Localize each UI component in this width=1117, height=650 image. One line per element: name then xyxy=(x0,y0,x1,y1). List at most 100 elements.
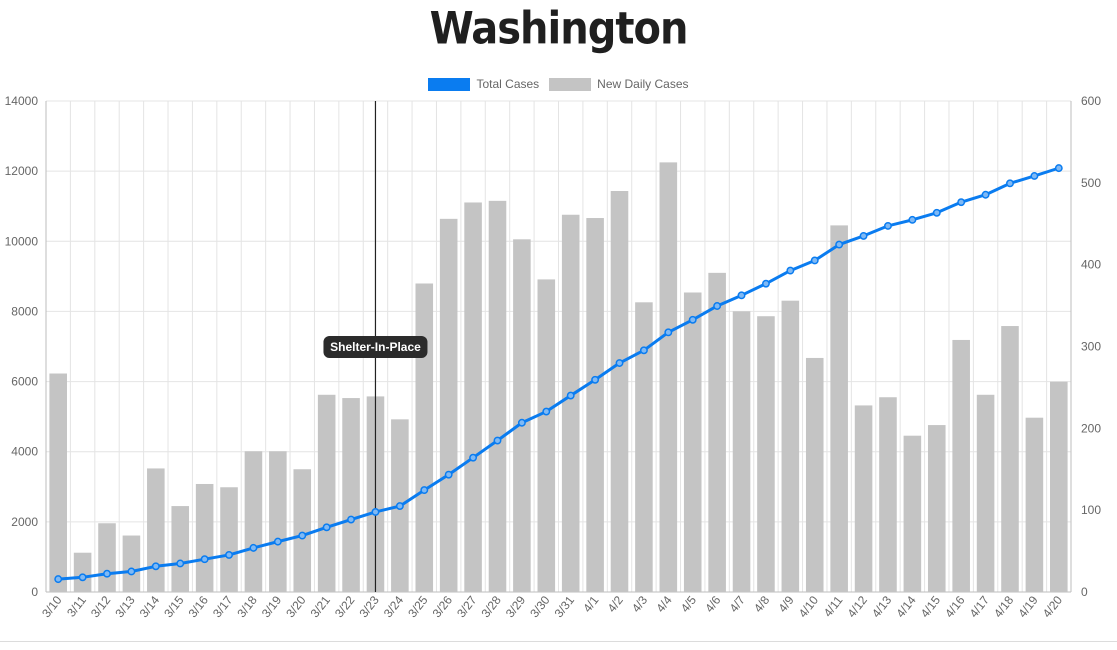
point-total-cases xyxy=(957,198,966,207)
y-left-tick-label: 12000 xyxy=(5,164,39,178)
point-total-cases xyxy=(591,375,600,384)
bar-new-daily-cases xyxy=(244,451,263,592)
y-right-tick-label: 300 xyxy=(1081,340,1101,354)
point-total-cases xyxy=(737,291,746,300)
legend-label-new-daily-cases: New Daily Cases xyxy=(597,77,689,91)
point-total-cases xyxy=(517,418,526,427)
bar-new-daily-cases xyxy=(610,191,629,592)
y-left-tick-label: 14000 xyxy=(5,94,39,108)
y-right-tick-label: 100 xyxy=(1081,503,1101,517)
legend: Total Cases New Daily Cases xyxy=(0,77,1117,91)
bar-new-daily-cases xyxy=(317,394,336,592)
bar-new-daily-cases xyxy=(830,225,848,593)
point-total-cases xyxy=(444,470,453,479)
bar-new-daily-cases xyxy=(537,279,556,592)
point-total-cases xyxy=(835,240,844,249)
bar-new-daily-cases xyxy=(415,283,434,592)
point-total-cases xyxy=(1054,164,1063,173)
bar-new-daily-cases xyxy=(659,162,678,592)
point-total-cases xyxy=(542,407,551,416)
x-tick-label: 3/16 xyxy=(186,593,212,620)
line-total-cases xyxy=(58,166,1060,581)
bar-new-daily-cases xyxy=(98,523,116,592)
point-total-cases xyxy=(884,221,892,230)
legend-item-new-daily-cases[interactable]: New Daily Cases xyxy=(549,77,689,91)
point-total-cases xyxy=(200,555,209,564)
point-total-cases xyxy=(639,346,648,355)
point-total-cases xyxy=(859,231,868,240)
x-tick-label: 3/11 xyxy=(64,593,89,620)
bar-new-daily-cases xyxy=(195,483,214,592)
bar-new-daily-cases xyxy=(439,218,458,592)
bar-new-daily-cases xyxy=(464,202,482,592)
bar-new-daily-cases xyxy=(635,302,653,592)
x-tick-label: 4/12 xyxy=(845,593,871,620)
x-tick-label: 4/15 xyxy=(918,593,944,620)
x-tick-label: 3/31 xyxy=(552,593,578,620)
x-tick-label: 3/18 xyxy=(234,593,260,620)
x-tick-label: 4/13 xyxy=(869,593,895,620)
bar-new-daily-cases xyxy=(220,487,238,592)
point-total-cases xyxy=(932,208,941,217)
legend-swatch-new-daily-cases xyxy=(549,77,592,91)
x-tick-label: 4/6 xyxy=(702,593,724,615)
x-tick-label: 4/18 xyxy=(991,593,1017,620)
point-total-cases xyxy=(981,190,990,199)
x-tick-label: 3/15 xyxy=(161,593,187,620)
bar-new-daily-cases xyxy=(586,218,604,592)
point-total-cases xyxy=(395,502,404,511)
x-tick-label: 4/16 xyxy=(942,593,968,620)
x-tick-label: 4/3 xyxy=(629,593,651,615)
bar-new-daily-cases xyxy=(903,435,922,592)
bar-new-daily-cases xyxy=(708,272,726,592)
bar-new-daily-cases xyxy=(1025,417,1044,592)
legend-item-total-cases[interactable]: Total Cases xyxy=(428,77,539,91)
bar-new-daily-cases xyxy=(49,373,67,592)
bar-new-daily-cases xyxy=(757,316,775,592)
bar-new-daily-cases xyxy=(73,552,92,592)
annotation-label-box xyxy=(323,336,428,358)
bar-new-daily-cases xyxy=(976,394,995,592)
point-total-cases xyxy=(176,559,185,568)
bottom-divider xyxy=(0,641,1117,642)
x-tick-label: 4/10 xyxy=(796,593,822,620)
x-tick-label: 3/27 xyxy=(454,593,480,620)
point-total-cases xyxy=(713,302,722,310)
point-total-cases xyxy=(225,550,233,559)
x-tick-label: 4/2 xyxy=(605,593,627,615)
bar-new-daily-cases xyxy=(683,292,702,592)
bar-new-daily-cases xyxy=(1001,326,1019,592)
point-total-cases xyxy=(469,453,478,462)
point-total-cases xyxy=(103,569,111,578)
y-left-tick-label: 10000 xyxy=(5,234,39,248)
point-total-cases xyxy=(322,523,331,532)
bar-new-daily-cases xyxy=(147,468,165,592)
bar-new-daily-cases xyxy=(879,397,897,592)
y-right-tick-label: 500 xyxy=(1081,176,1101,190)
point-total-cases xyxy=(493,436,502,445)
legend-swatch-total-cases xyxy=(428,77,471,91)
bar-new-daily-cases xyxy=(342,398,360,592)
point-total-cases xyxy=(151,562,160,571)
y-right-tick-label: 600 xyxy=(1081,94,1101,108)
x-tick-label: 3/14 xyxy=(137,593,163,620)
point-total-cases xyxy=(615,359,624,367)
bar-new-daily-cases xyxy=(171,506,190,592)
x-tick-label: 3/21 xyxy=(308,593,334,620)
x-tick-label: 4/4 xyxy=(653,593,675,615)
bar-new-daily-cases xyxy=(805,357,824,592)
y-left-tick-label: 2000 xyxy=(11,515,38,529)
annotation-label: Shelter-In-Place xyxy=(330,340,421,354)
x-tick-label: 4/8 xyxy=(751,593,773,615)
legend-label-total-cases: Total Cases xyxy=(476,77,540,91)
y-left-tick-label: 0 xyxy=(31,585,38,599)
point-total-cases xyxy=(810,256,819,265)
y-left-tick-label: 8000 xyxy=(11,304,38,318)
x-tick-label: 4/9 xyxy=(775,593,797,615)
x-tick-label: 3/25 xyxy=(405,593,431,620)
bar-new-daily-cases xyxy=(732,311,751,592)
point-total-cases xyxy=(1030,172,1039,180)
point-total-cases xyxy=(127,567,136,576)
bar-new-daily-cases xyxy=(269,451,287,592)
x-tick-label: 3/29 xyxy=(503,593,529,620)
